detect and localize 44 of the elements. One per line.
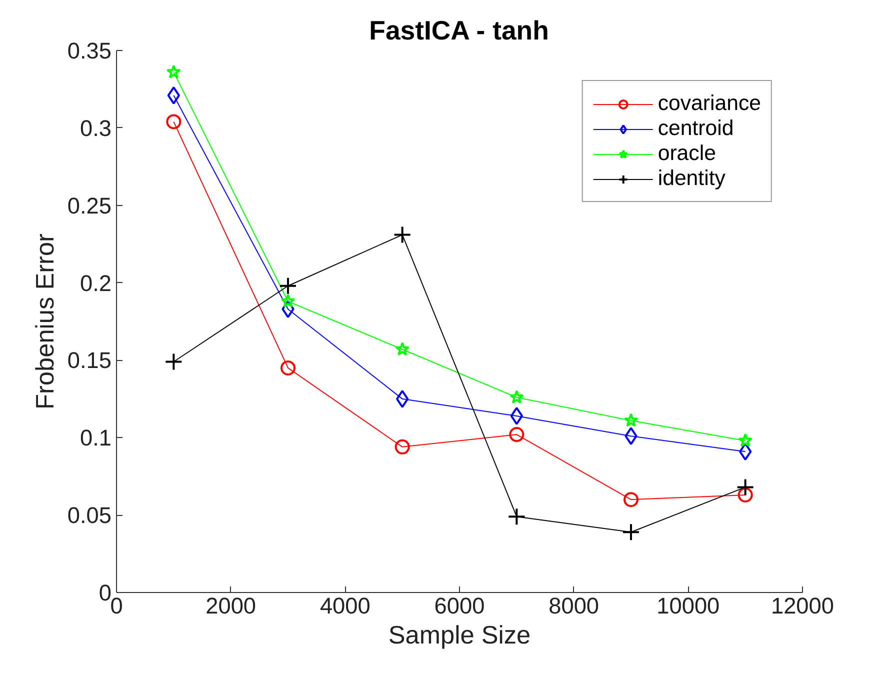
point bbox=[166, 64, 181, 78]
x-tick-label: 4000 bbox=[320, 592, 370, 618]
x-tick-label: 2000 bbox=[206, 592, 256, 618]
y-tick-label: 0.2 bbox=[80, 270, 112, 296]
legend-label: covariance bbox=[658, 91, 761, 116]
point bbox=[280, 294, 296, 308]
point bbox=[167, 86, 180, 104]
point bbox=[739, 442, 752, 461]
point bbox=[393, 226, 412, 244]
point bbox=[622, 523, 640, 542]
point bbox=[509, 427, 524, 442]
x-axis-title: Sample Size bbox=[388, 622, 531, 650]
point bbox=[624, 427, 638, 446]
point bbox=[164, 352, 183, 371]
point bbox=[738, 487, 753, 502]
point bbox=[280, 360, 296, 376]
point bbox=[395, 342, 410, 356]
point bbox=[396, 390, 409, 408]
y-tick-label: 0.15 bbox=[67, 347, 112, 374]
y-tick-label: 0.3 bbox=[80, 114, 112, 141]
x-tick-label: 10000 bbox=[656, 592, 720, 618]
point bbox=[736, 478, 754, 496]
x-tick-label: 6000 bbox=[434, 592, 485, 618]
point bbox=[282, 300, 294, 318]
y-tick-label: 0.05 bbox=[67, 502, 112, 528]
point bbox=[738, 433, 753, 447]
y-tick-label: 0.25 bbox=[67, 192, 112, 218]
point bbox=[279, 276, 297, 295]
point bbox=[510, 406, 523, 425]
y-axis-title: Frobenius Error bbox=[31, 232, 60, 410]
y-tick-label: 0.35 bbox=[67, 38, 112, 64]
point bbox=[509, 390, 524, 404]
point bbox=[394, 439, 410, 454]
point bbox=[508, 508, 526, 526]
y-tick-label: 0.1 bbox=[80, 424, 112, 451]
legend-label: centroid bbox=[658, 116, 734, 141]
x-tick-label: 12000 bbox=[771, 592, 834, 618]
legend-label: identity bbox=[658, 166, 726, 191]
x-tick-label: 8000 bbox=[548, 592, 600, 618]
point bbox=[166, 114, 182, 130]
point bbox=[624, 413, 638, 427]
chart-title: FastICA - tanh bbox=[369, 16, 549, 46]
point bbox=[624, 492, 638, 508]
legend-label: oracle bbox=[658, 141, 716, 166]
